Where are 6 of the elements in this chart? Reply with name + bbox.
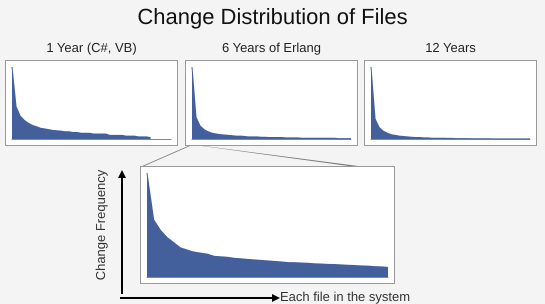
- chart-subtitle: 6 Years of Erlang: [220, 40, 322, 55]
- x-axis-title: Each file in the system: [280, 289, 410, 304]
- y-axis-title: Change Frequency: [93, 168, 109, 282]
- chart-subtitle: 12 Years: [424, 40, 477, 55]
- chart-subtitle: 1 Year (C#, VB): [45, 40, 138, 55]
- text: Change Distribution of Files: [136, 4, 409, 30]
